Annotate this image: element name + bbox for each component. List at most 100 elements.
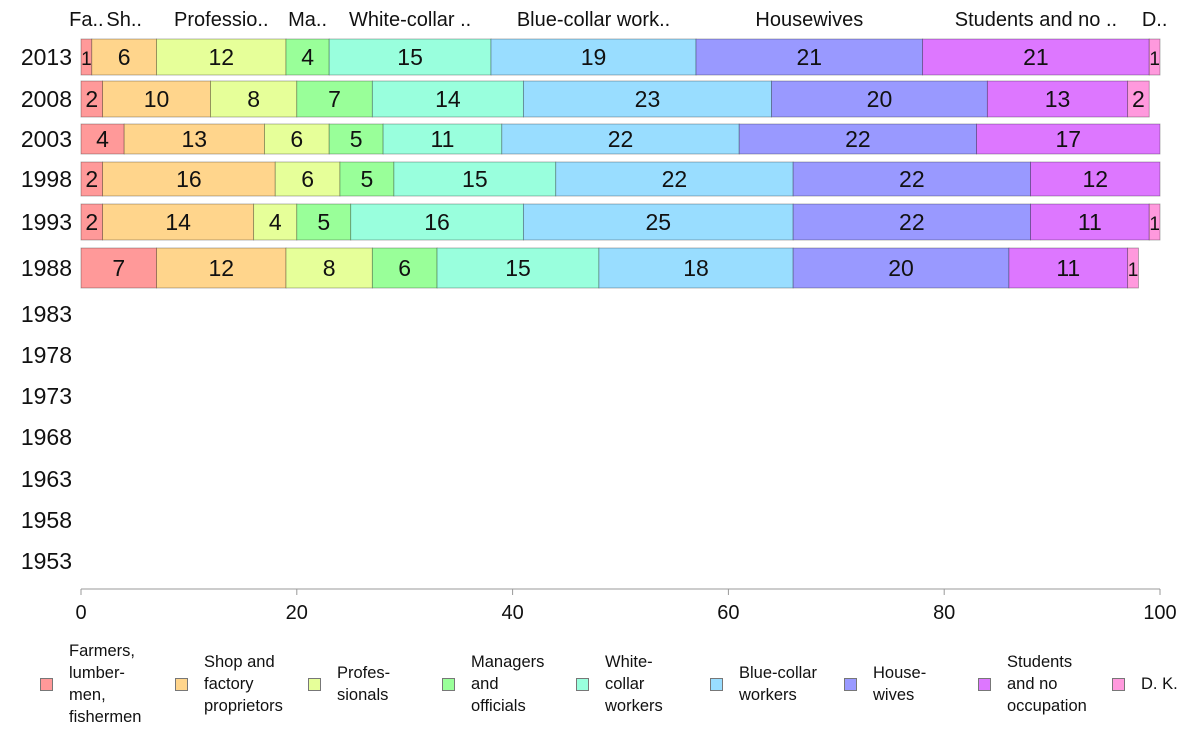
year-label: 2008 xyxy=(21,86,72,112)
bar-value-label: 2 xyxy=(1132,86,1145,112)
bar-value-label: 19 xyxy=(581,44,607,70)
legend-label: Blue-collar workers xyxy=(739,664,817,704)
bar-segment xyxy=(102,161,276,197)
bar-value-label: 10 xyxy=(144,86,170,112)
bar-value-label: 7 xyxy=(328,86,341,112)
bar-value-label: 4 xyxy=(96,126,109,152)
x-tick-label: 60 xyxy=(717,602,739,624)
year-label: 2013 xyxy=(21,44,72,70)
legend-swatch xyxy=(844,677,857,691)
bar-value-label: 25 xyxy=(645,209,671,235)
x-tick-label: 0 xyxy=(75,602,86,624)
year-label: 1978 xyxy=(21,342,72,368)
bar-segment xyxy=(80,123,125,155)
bar-segment xyxy=(102,203,255,241)
bar-value-label: 6 xyxy=(290,126,303,152)
bar-value-label: 22 xyxy=(899,209,925,235)
series-top-label: Blue-collar work.. xyxy=(517,9,670,31)
legend-label: White- collar workers xyxy=(605,653,663,715)
bar-value-label: 13 xyxy=(181,126,207,152)
bar-segment xyxy=(285,247,373,289)
legend-item: D. K. xyxy=(1112,640,1178,728)
bar-segment xyxy=(1148,38,1161,76)
legend-label: Shop and factory proprietors xyxy=(204,653,283,715)
bar-value-label: 11 xyxy=(1056,255,1080,281)
bar-value-label: 1 xyxy=(1128,260,1139,281)
legend-label: Students and no occupation xyxy=(1007,653,1087,715)
bar-segment xyxy=(522,203,794,241)
bar-segment xyxy=(598,247,794,289)
bar-segment xyxy=(274,161,341,197)
bar-segment xyxy=(264,123,330,155)
bar-segment xyxy=(382,123,503,155)
legend-label: Profes- sionals xyxy=(337,664,391,704)
legend-item: House- wives xyxy=(844,640,926,728)
bar-value-label: 7 xyxy=(112,255,125,281)
bar-segment xyxy=(792,161,1031,197)
series-top-label: Sh.. xyxy=(106,9,142,31)
bar-segment xyxy=(210,80,298,118)
bar-value-label: 15 xyxy=(462,166,488,192)
bar-segment xyxy=(1127,80,1150,118)
series-top-label: Ma.. xyxy=(288,9,327,31)
bar-value-label: 11 xyxy=(1078,209,1102,235)
bar-value-label: 12 xyxy=(1082,166,1108,192)
bar-segment xyxy=(522,80,772,118)
bar-segment xyxy=(328,123,384,155)
legend-label: House- wives xyxy=(873,664,927,704)
legend-label: D. K. xyxy=(1141,675,1178,693)
year-label: 1968 xyxy=(21,424,72,450)
bar-segment xyxy=(501,123,740,155)
bar-segment xyxy=(986,80,1129,118)
bar-value-label: 6 xyxy=(398,255,411,281)
bar-value-label: 4 xyxy=(301,44,314,70)
bar-segment xyxy=(296,203,352,241)
bar-value-label: 14 xyxy=(435,86,461,112)
year-label: 1973 xyxy=(21,383,72,409)
bar-segment xyxy=(792,247,1010,289)
bar-segment xyxy=(490,38,697,76)
legend-swatch xyxy=(442,677,455,691)
x-tick-label: 100 xyxy=(1143,602,1176,624)
series-top-label: Professio.. xyxy=(174,9,268,31)
bar-segment xyxy=(1008,247,1129,289)
bar-segment xyxy=(436,247,600,289)
bar-value-label: 11 xyxy=(431,126,455,152)
bar-segment xyxy=(102,80,211,118)
legend-swatch xyxy=(978,677,991,691)
bar-value-label: 21 xyxy=(1023,44,1049,70)
bar-value-label: 5 xyxy=(350,126,363,152)
legend-item: Managers and officials xyxy=(442,640,544,728)
bar-segment xyxy=(393,161,557,197)
bar-value-label: 22 xyxy=(662,166,688,192)
x-tick-label: 80 xyxy=(933,602,955,624)
legend-item: White- collar workers xyxy=(576,640,663,728)
bar-value-label: 1 xyxy=(1149,214,1160,235)
bar-segment xyxy=(1148,203,1161,241)
bar-segment xyxy=(695,38,924,76)
bar-segment xyxy=(156,247,287,289)
bar-value-label: 6 xyxy=(301,166,314,192)
bar-segment xyxy=(1127,247,1139,289)
stacked-bar-chart: 2013200820031998199319881983197819731968… xyxy=(21,9,1177,624)
x-tick-label: 20 xyxy=(286,602,308,624)
bar-segment xyxy=(371,80,524,118)
bar-segment xyxy=(253,203,298,241)
bar-value-label: 20 xyxy=(867,86,893,112)
bar-value-label: 1 xyxy=(81,49,92,70)
legend-swatch xyxy=(175,677,188,691)
bar-segment xyxy=(1030,161,1161,197)
bar-value-label: 6 xyxy=(118,44,131,70)
bar-value-label: 22 xyxy=(899,166,925,192)
year-label: 1998 xyxy=(21,166,72,192)
series-top-label: Fa.. xyxy=(69,9,103,31)
legend-item: Shop and factory proprietors xyxy=(175,640,283,728)
bar-segment xyxy=(296,80,373,118)
bar-value-label: 22 xyxy=(608,126,634,152)
bar-value-label: 15 xyxy=(397,44,423,70)
bar-value-label: 5 xyxy=(317,209,330,235)
bar-value-label: 14 xyxy=(165,209,191,235)
legend-swatch xyxy=(40,677,53,691)
legend-label: Managers and officials xyxy=(471,653,545,715)
